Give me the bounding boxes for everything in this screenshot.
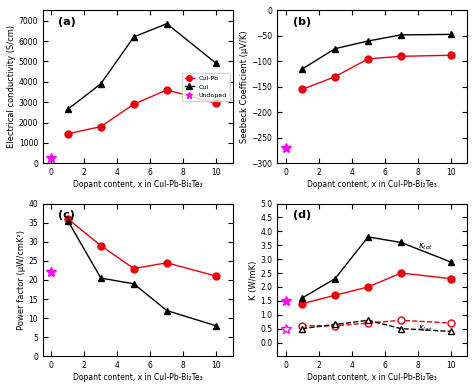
Text: (b): (b) bbox=[292, 17, 310, 26]
X-axis label: Dopant content, x in CuI-Pb-Bi₂Te₃: Dopant content, x in CuI-Pb-Bi₂Te₃ bbox=[307, 180, 437, 189]
X-axis label: Dopant content, x in CuI-Pb-Bi₂Te₃: Dopant content, x in CuI-Pb-Bi₂Te₃ bbox=[73, 180, 203, 189]
Text: $\kappa_{tot}$: $\kappa_{tot}$ bbox=[418, 241, 433, 252]
Text: (c): (c) bbox=[58, 210, 75, 220]
Y-axis label: K (W/mK): K (W/mK) bbox=[248, 260, 257, 300]
Y-axis label: Seebeck Coefficient (μV/K): Seebeck Coefficient (μV/K) bbox=[240, 31, 249, 143]
Legend: CuI-Pb, CuI, Undoped: CuI-Pb, CuI, Undoped bbox=[182, 73, 229, 101]
Text: (a): (a) bbox=[58, 17, 76, 26]
Y-axis label: Electrical conductivity (S/cm): Electrical conductivity (S/cm) bbox=[7, 25, 16, 149]
Y-axis label: Power factor (μW/cmK²): Power factor (μW/cmK²) bbox=[17, 230, 26, 330]
Text: (d): (d) bbox=[292, 210, 310, 220]
X-axis label: Dopant content, x in CuI-Pb-Bi₂Te₃: Dopant content, x in CuI-Pb-Bi₂Te₃ bbox=[73, 373, 203, 382]
X-axis label: Dopant content, x in CuI-Pb-Bi₂Te₃: Dopant content, x in CuI-Pb-Bi₂Te₃ bbox=[307, 373, 437, 382]
Text: $\kappa_{lat}$: $\kappa_{lat}$ bbox=[418, 323, 432, 333]
